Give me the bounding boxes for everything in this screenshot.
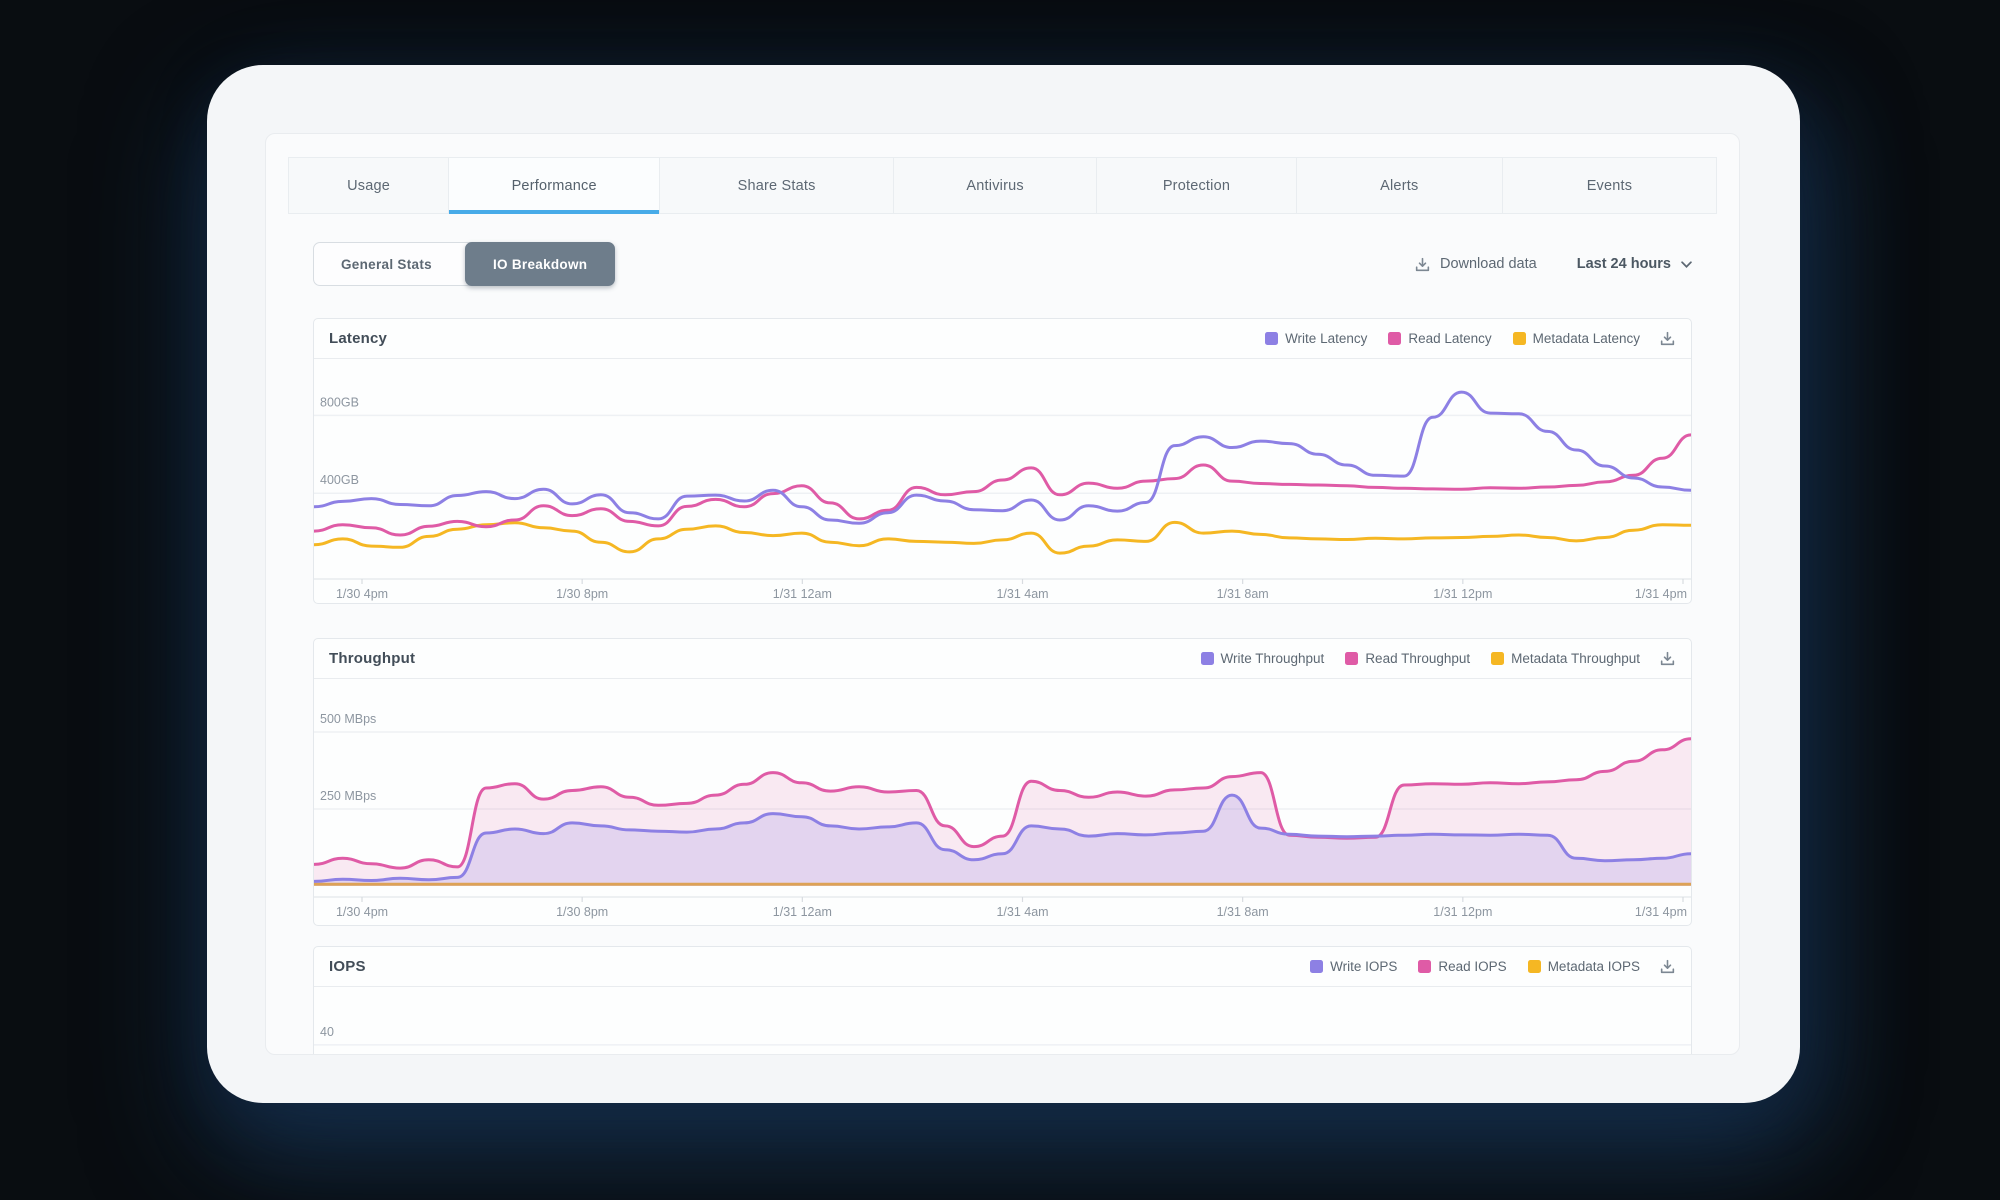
legend-label: Write Latency — [1285, 331, 1368, 346]
legend-item[interactable]: Metadata IOPS — [1527, 959, 1640, 974]
svg-text:1/31 8am: 1/31 8am — [1217, 905, 1269, 919]
svg-text:1/31 12am: 1/31 12am — [773, 905, 832, 919]
latency-panel: Latency Write Latency Read Latency Metadat… — [313, 318, 1692, 604]
stats-view-toggle: General Stats IO Breakdown — [313, 242, 616, 286]
legend-label: Metadata Latency — [1532, 331, 1640, 346]
tab-events[interactable]: Events — [1501, 158, 1716, 213]
time-range-dropdown[interactable]: Last 24 hours — [1577, 256, 1692, 272]
legend-item[interactable]: Metadata Throughput — [1491, 651, 1640, 666]
tab-usage[interactable]: Usage — [289, 158, 448, 213]
io-breakdown-button[interactable]: IO Breakdown — [464, 242, 616, 286]
tab-label: Alerts — [1380, 177, 1419, 194]
legend-label: Write IOPS — [1330, 959, 1398, 974]
svg-text:1/31 4am: 1/31 4am — [996, 587, 1048, 601]
legend-item[interactable]: Read Latency — [1388, 331, 1492, 346]
time-range-value: Last 24 hours — [1576, 256, 1671, 272]
latency-panel-header: Latency Write Latency Read Latency Metadat… — [314, 319, 1691, 359]
general-stats-button[interactable]: General Stats — [313, 242, 473, 286]
svg-text:1/31 12am: 1/31 12am — [773, 587, 832, 601]
iops-title: IOPS — [329, 958, 366, 975]
tab-antivirus[interactable]: Antivirus — [892, 158, 1096, 213]
legend-label: Read Throughput — [1365, 651, 1471, 666]
tab-label: Events — [1586, 177, 1633, 194]
svg-text:400GB: 400GB — [320, 473, 359, 487]
legend-label: Read Latency — [1408, 331, 1492, 346]
svg-text:1/31 12pm: 1/31 12pm — [1433, 905, 1492, 919]
svg-text:1/30 8pm: 1/30 8pm — [556, 905, 608, 919]
device-card: Usage Performance Share Stats Antivirus … — [207, 65, 1800, 1103]
legend-swatch — [1512, 332, 1526, 345]
iops-chart: 40 — [314, 987, 1691, 1054]
throughput-legend: Write Throughput Read Throughput Metadata … — [1200, 651, 1640, 666]
latency-title: Latency — [329, 330, 388, 347]
legend-item[interactable]: Write Throughput — [1200, 651, 1325, 666]
iops-download-icon[interactable] — [1659, 958, 1676, 975]
legend-swatch — [1418, 960, 1432, 973]
legend-item[interactable]: Metadata Latency — [1512, 331, 1640, 346]
tab-share-stats[interactable]: Share Stats — [659, 158, 893, 213]
chart-actions: Download data Last 24 hours — [1414, 256, 1692, 273]
svg-text:500 MBps: 500 MBps — [320, 712, 376, 726]
tab-label: Antivirus — [966, 177, 1024, 194]
download-data-label: Download data — [1439, 256, 1537, 272]
svg-text:800GB: 800GB — [320, 395, 359, 409]
tab-alerts[interactable]: Alerts — [1295, 158, 1502, 213]
svg-text:1/31 4pm: 1/31 4pm — [1635, 905, 1687, 919]
legend-swatch — [1527, 960, 1541, 973]
svg-text:1/30 8pm: 1/30 8pm — [556, 587, 608, 601]
legend-label: Metadata IOPS — [1547, 959, 1640, 974]
tab-bar: Usage Performance Share Stats Antivirus … — [288, 157, 1717, 214]
latency-chart: 400GB 800GB 1/30 4pm 1/30 8pm 1/31 12am 1/31 … — [314, 359, 1691, 603]
legend-item[interactable]: Write Latency — [1265, 331, 1367, 346]
tab-label: Share Stats — [737, 177, 816, 194]
iops-panel-header: IOPS Write IOPS Read IOPS Metadata IOPS — [314, 947, 1691, 987]
legend-swatch — [1200, 652, 1214, 665]
svg-text:250 MBps: 250 MBps — [320, 789, 376, 803]
svg-text:40: 40 — [320, 1025, 334, 1039]
legend-swatch — [1491, 652, 1505, 665]
legend-swatch — [1345, 652, 1359, 665]
latency-legend: Write Latency Read Latency Metadata Latenc… — [1265, 331, 1640, 346]
throughput-panel: Throughput Write Throughput Read Throughp… — [313, 638, 1692, 926]
throughput-download-icon[interactable] — [1659, 650, 1676, 667]
tab-label: Usage — [347, 177, 390, 194]
tab-label: Protection — [1162, 177, 1231, 194]
tab-protection[interactable]: Protection — [1096, 158, 1295, 213]
latency-download-icon[interactable] — [1659, 330, 1676, 347]
throughput-title: Throughput — [329, 650, 416, 667]
legend-swatch — [1265, 332, 1279, 345]
iops-legend: Write IOPS Read IOPS Metadata IOPS — [1310, 959, 1640, 974]
controls-row: General Stats IO Breakdown Download data… — [313, 242, 1692, 286]
legend-label: Write Throughput — [1220, 651, 1325, 666]
throughput-panel-header: Throughput Write Throughput Read Throughp… — [314, 639, 1691, 679]
svg-text:1/31 4pm: 1/31 4pm — [1635, 587, 1687, 601]
download-data-button[interactable]: Download data — [1414, 256, 1537, 273]
tab-label: Performance — [511, 177, 597, 194]
chevron-down-icon — [1681, 260, 1692, 268]
legend-label: Metadata Throughput — [1511, 651, 1640, 666]
iops-panel: IOPS Write IOPS Read IOPS Metadata IOPS 40 — [313, 946, 1692, 1054]
legend-item[interactable]: Write IOPS — [1310, 959, 1397, 974]
throughput-chart: 250 MBps 500 MBps 1/30 4pm 1/30 8pm 1/31 12a… — [314, 679, 1691, 925]
legend-item[interactable]: Read Throughput — [1345, 651, 1470, 666]
svg-text:1/31 8am: 1/31 8am — [1217, 587, 1269, 601]
svg-text:1/31 4am: 1/31 4am — [996, 905, 1048, 919]
legend-swatch — [1310, 960, 1324, 973]
legend-label: Read IOPS — [1438, 959, 1507, 974]
svg-text:1/30 4pm: 1/30 4pm — [336, 905, 388, 919]
svg-text:1/31 12pm: 1/31 12pm — [1433, 587, 1492, 601]
legend-swatch — [1388, 332, 1402, 345]
legend-item[interactable]: Read IOPS — [1418, 959, 1507, 974]
svg-text:1/30 4pm: 1/30 4pm — [336, 587, 388, 601]
main-panel: Usage Performance Share Stats Antivirus … — [265, 133, 1740, 1055]
download-icon — [1414, 256, 1431, 273]
tab-performance[interactable]: Performance — [448, 158, 660, 214]
